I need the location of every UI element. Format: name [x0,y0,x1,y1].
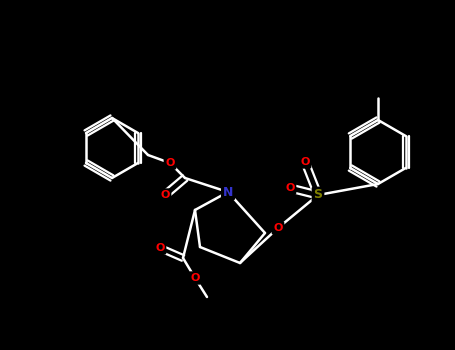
Text: S: S [313,189,323,202]
Text: O: O [155,243,165,253]
Text: O: O [273,223,283,233]
Text: O: O [160,190,170,200]
Text: N: N [223,186,233,198]
Text: O: O [300,157,310,167]
Text: O: O [165,158,175,168]
Text: O: O [285,183,295,193]
Text: O: O [190,273,200,283]
